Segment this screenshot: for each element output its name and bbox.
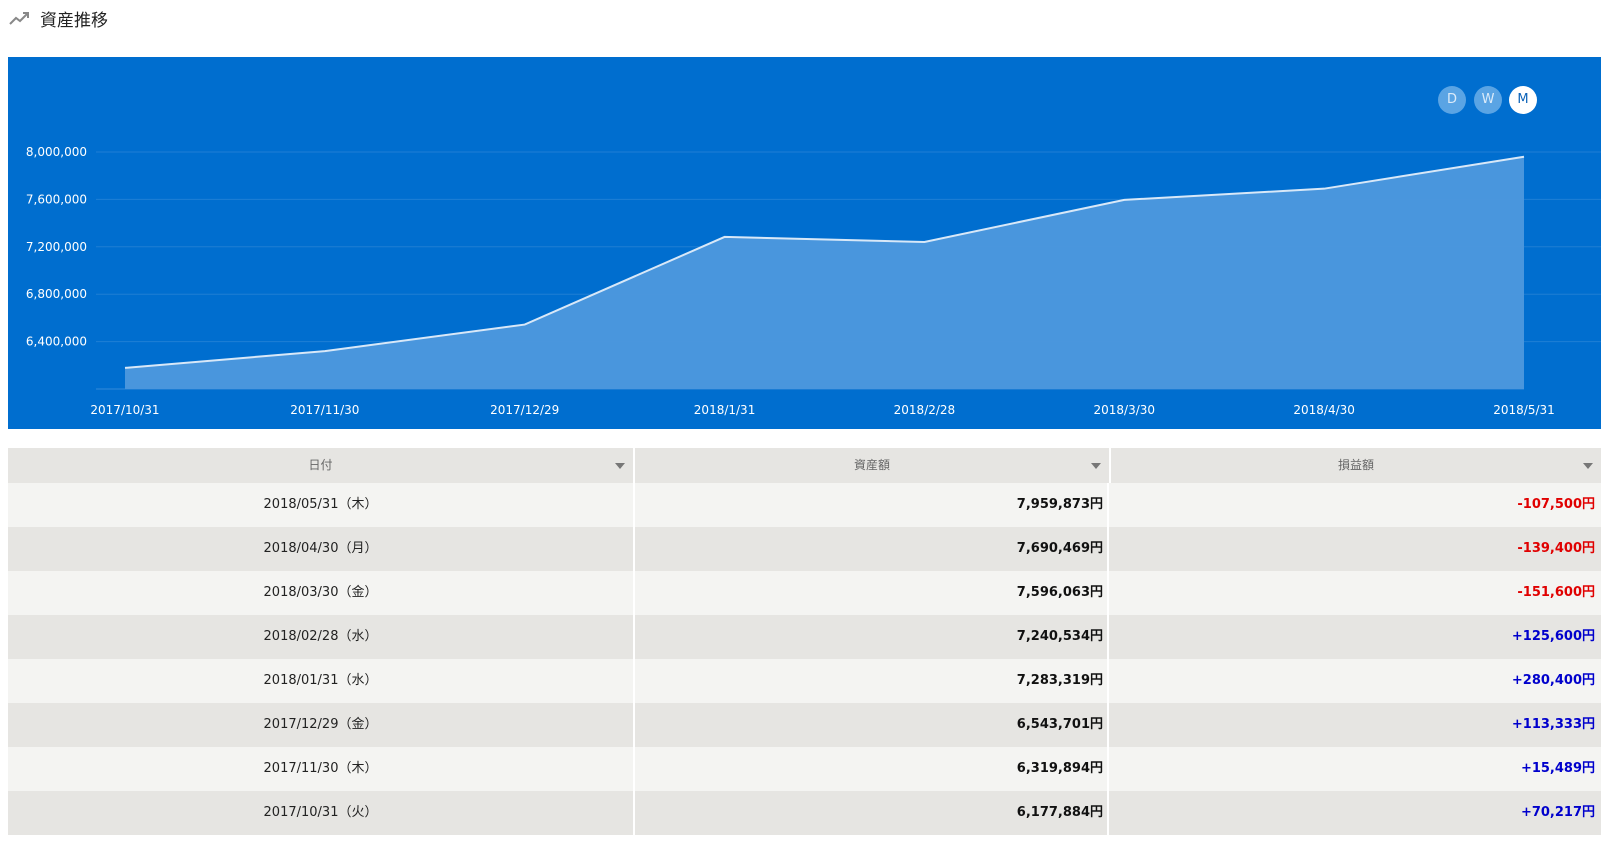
asset-cell: 6,543,701円	[635, 703, 1109, 747]
table-row: 2017/12/29（金） 6,543,701円 +113,333円	[8, 703, 1601, 747]
y-tick-label: 6,400,000	[26, 335, 87, 349]
area-fill	[125, 156, 1524, 389]
pl-cell: -151,600円	[1517, 585, 1595, 600]
x-tick-label: 2018/1/31	[694, 403, 756, 417]
table-row: 2017/10/31（火） 6,177,884円 +70,217円	[8, 791, 1601, 835]
x-tick-label: 2018/4/30	[1293, 403, 1355, 417]
table-row: 2017/11/30（木） 6,319,894円 +15,489円	[8, 747, 1601, 791]
range-daily-button[interactable]: D	[1438, 86, 1466, 114]
asset-cell: 7,283,319円	[635, 659, 1109, 703]
sort-caret-icon	[615, 463, 625, 469]
sort-caret-icon	[1091, 463, 1101, 469]
date-cell: 2018/03/30（金）	[8, 571, 635, 615]
asset-cell: 7,959,873円	[635, 483, 1109, 527]
sort-caret-icon	[1583, 463, 1593, 469]
date-cell: 2018/04/30（月）	[8, 527, 635, 571]
y-tick-label: 6,800,000	[26, 287, 87, 301]
x-tick-label: 2018/5/31	[1493, 403, 1555, 417]
asset-cell: 7,596,063円	[635, 571, 1109, 615]
date-header-label: 日付	[308, 458, 333, 472]
table-row: 2018/01/31（水） 7,283,319円 +280,400円	[8, 659, 1601, 703]
x-tick-label: 2017/10/31	[90, 403, 159, 417]
table-row: 2018/04/30（月） 7,690,469円 -139,400円	[8, 527, 1601, 571]
pl-cell: +280,400円	[1511, 673, 1595, 688]
pl-column-header[interactable]: 損益額	[1111, 448, 1601, 483]
pl-cell: +125,600円	[1511, 629, 1595, 644]
date-cell: 2017/11/30（木）	[8, 747, 635, 791]
range-monthly-button[interactable]: M	[1509, 86, 1537, 114]
date-cell: 2018/02/28（水）	[8, 615, 635, 659]
pl-cell: -107,500円	[1517, 497, 1595, 512]
date-cell: 2018/05/31（木）	[8, 483, 635, 527]
trending-up-icon	[8, 8, 34, 28]
x-tick-label: 2017/12/29	[490, 403, 559, 417]
table-row: 2018/05/31（木） 7,959,873円 -107,500円	[8, 483, 1601, 527]
x-tick-label: 2018/3/30	[1094, 403, 1156, 417]
y-tick-label: 8,000,000	[26, 145, 87, 159]
pl-cell: +70,217円	[1520, 805, 1595, 820]
date-cell: 2018/01/31（水）	[8, 659, 635, 703]
table-row: 2018/02/28（水） 7,240,534円 +125,600円	[8, 615, 1601, 659]
page-title: 資産推移	[40, 10, 108, 31]
asset-column-header[interactable]: 資産額	[635, 448, 1111, 483]
asset-chart-panel: 6,400,000 6,800,000 7,200,000 7,600,000 8,00…	[8, 57, 1601, 429]
y-tick-label: 7,600,000	[26, 192, 87, 206]
series-line	[124, 155, 1525, 369]
table-header-row: 日付 資産額 損益額	[8, 448, 1601, 483]
table-row: 2018/03/30（金） 7,596,063円 -151,600円	[8, 571, 1601, 615]
pl-header-label: 損益額	[1337, 458, 1374, 472]
pl-cell: +15,489円	[1520, 761, 1595, 776]
page-header: 資産推移	[8, 4, 108, 32]
x-tick-label: 2017/11/30	[290, 403, 359, 417]
date-cell: 2017/10/31（火）	[8, 791, 635, 835]
asset-cell: 7,240,534円	[635, 615, 1109, 659]
y-tick-label: 7,200,000	[26, 240, 87, 254]
date-column-header[interactable]: 日付	[8, 448, 635, 483]
date-cell: 2017/12/29（金）	[8, 703, 635, 747]
asset-cell: 6,319,894円	[635, 747, 1109, 791]
asset-cell: 6,177,884円	[635, 791, 1109, 835]
pl-cell: +113,333円	[1511, 717, 1595, 732]
asset-history-table: 日付 資産額 損益額 2018/05/31（木） 7,959,873円 -107…	[8, 448, 1601, 835]
asset-area-chart: 6,400,000 6,800,000 7,200,000 7,600,000 8,00…	[26, 145, 1601, 417]
range-weekly-button[interactable]: W	[1474, 86, 1502, 114]
asset-cell: 7,690,469円	[635, 527, 1109, 571]
x-tick-label: 2018/2/28	[894, 403, 956, 417]
pl-cell: -139,400円	[1517, 541, 1595, 556]
asset-header-label: 資産額	[853, 458, 890, 472]
